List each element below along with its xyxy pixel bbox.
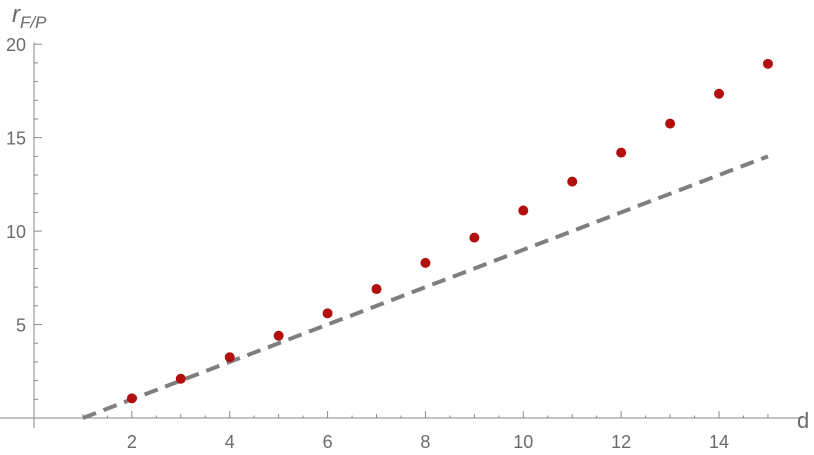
y-axis-label: rF/P	[12, 1, 47, 32]
data-point	[469, 232, 480, 243]
data-point	[224, 352, 235, 363]
x-ticks: 2 4 6 8 10 12 14	[82, 411, 769, 452]
x-tick-label: 2	[127, 432, 137, 452]
y-axis-label-subscript: F/P	[20, 13, 47, 32]
data-point	[420, 257, 431, 268]
y-ticks: 5 10 15 20	[6, 35, 42, 400]
axes	[0, 42, 803, 428]
dashed-reference-line	[82, 154, 769, 420]
data-point	[322, 308, 333, 319]
x-tick-label: 8	[420, 432, 430, 452]
x-tick-label: 6	[323, 432, 333, 452]
data-point	[175, 373, 186, 384]
x-tick-label: 14	[709, 432, 729, 452]
y-tick-label: 20	[6, 35, 26, 55]
data-point	[616, 147, 627, 158]
data-point	[714, 88, 725, 99]
x-tick-label: 4	[225, 432, 235, 452]
y-axis-label-base: r	[12, 1, 21, 28]
x-tick-label: 12	[611, 432, 631, 452]
y-tick-label: 5	[16, 316, 26, 336]
data-point	[762, 58, 773, 69]
data-point	[371, 284, 382, 295]
plot-area	[82, 58, 773, 420]
data-point	[273, 330, 284, 341]
x-axis-label: d	[797, 408, 809, 433]
data-point	[518, 205, 529, 216]
data-point	[567, 176, 578, 187]
y-tick-label: 10	[6, 222, 26, 242]
data-point	[665, 118, 676, 129]
y-tick-label: 15	[6, 129, 26, 149]
data-point	[126, 393, 137, 404]
x-tick-label: 10	[513, 432, 533, 452]
